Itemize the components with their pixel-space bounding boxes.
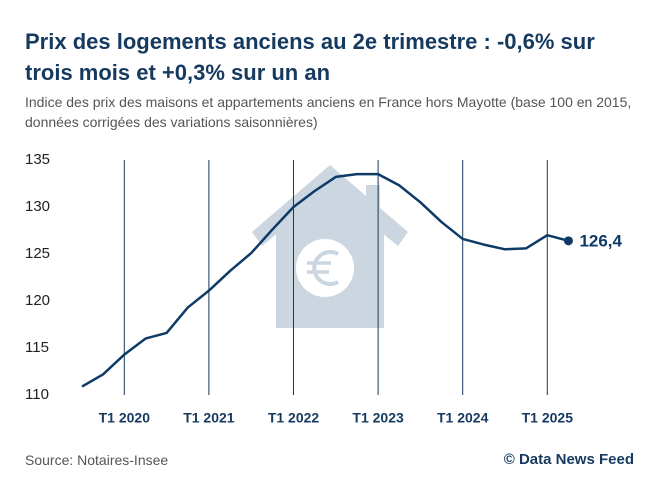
y-tick-label: 115 [25, 339, 49, 356]
source: Source: Notaires-Insee [25, 452, 169, 468]
x-tick-label: T1 2023 [352, 410, 404, 426]
value-label: 126,4 [579, 231, 622, 250]
chart-title: Prix des logements anciens au 2e trimest… [25, 29, 595, 85]
y-tick-label: 120 [25, 292, 50, 309]
x-tick-label: T1 2020 [99, 410, 151, 426]
y-tick-label: 125 [25, 245, 50, 262]
end-point [563, 236, 573, 246]
data-line [81, 172, 569, 388]
y-tick-label: 110 [25, 386, 49, 403]
x-tick-label: T1 2022 [268, 410, 320, 426]
y-tick-label: 130 [25, 198, 50, 215]
chart-subtitle: Indice des prix des maisons et apparteme… [25, 94, 632, 130]
y-tick-label: 135 [25, 151, 50, 168]
credit: © Data News Feed [503, 451, 634, 468]
house-icon [252, 165, 408, 328]
x-tick-label: T1 2021 [183, 410, 235, 426]
x-tick-label: T1 2025 [522, 410, 574, 426]
x-tick-label: T1 2024 [437, 410, 489, 426]
